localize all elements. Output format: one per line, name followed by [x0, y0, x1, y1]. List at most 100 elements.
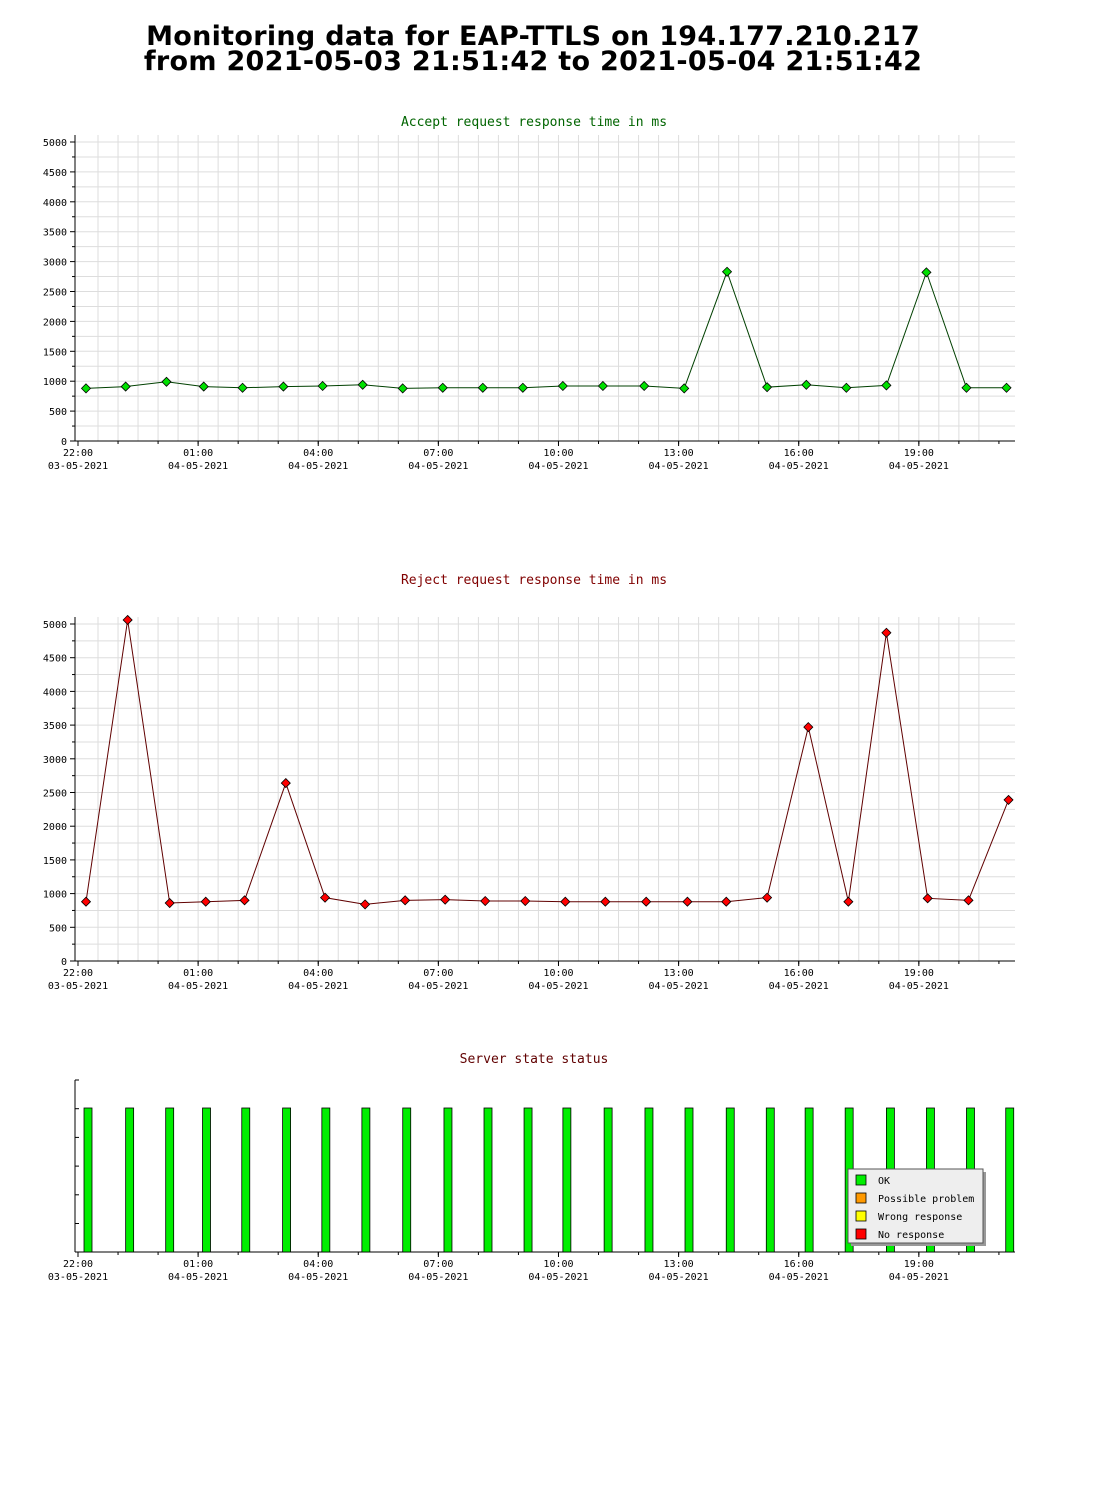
status-x-tick-label-time: 19:00 [904, 1259, 934, 1270]
accept-x-tick-label-time: 04:00 [303, 448, 333, 459]
status-x-tick-label-date: 04-05-2021 [889, 1272, 949, 1283]
status-bar [83, 1107, 93, 1253]
legend-label: OK [878, 1176, 890, 1187]
accept-data-point [120, 381, 131, 392]
reject-x-tick-label-time: 13:00 [664, 968, 694, 979]
accept-x-tick-label-time: 16:00 [784, 448, 814, 459]
accept-x-tick-label-date: 04-05-2021 [769, 461, 829, 472]
status-bar [483, 1107, 493, 1253]
status-bar [725, 1107, 735, 1253]
reject-data-point [319, 892, 331, 903]
status-bar [165, 1107, 175, 1253]
legend-swatch [855, 1192, 867, 1204]
reject-data-point [560, 896, 571, 907]
reject-data-point [682, 896, 693, 907]
reject-x-tick-label-time: 07:00 [423, 968, 453, 979]
reject-data-point [280, 777, 291, 789]
legend-label: Wrong response [878, 1212, 962, 1223]
status-bar [644, 1107, 654, 1253]
reject-x-tick-label-time: 16:00 [784, 968, 814, 979]
accept-y-tick-label: 4500 [43, 168, 67, 179]
reject-x-tick-label-time: 19:00 [904, 968, 934, 979]
reject-x-tick-label-time: 01:00 [183, 968, 213, 979]
accept-chart-title: Accept request response time in ms [401, 115, 667, 130]
legend-label: Possible problem [878, 1194, 974, 1205]
accept-x-tick-label-time: 13:00 [664, 448, 694, 459]
status-x-tick-label-time: 13:00 [664, 1259, 694, 1270]
legend-swatch [855, 1228, 867, 1240]
accept-y-tick-label: 3000 [43, 258, 67, 269]
reject-data-point [122, 614, 133, 626]
reject-chart-title: Reject request response time in ms [401, 573, 667, 588]
status-bar [1005, 1107, 1015, 1253]
status-x-tick-label-date: 04-05-2021 [769, 1272, 829, 1283]
accept-data-point [437, 382, 448, 393]
accept-data-point [721, 266, 733, 277]
accept-data-point [278, 381, 289, 392]
reject-y-tick-label: 500 [49, 923, 67, 934]
accept-data-point [317, 380, 328, 392]
reject-y-tick-label: 1000 [43, 890, 67, 901]
legend-box [847, 1168, 984, 1244]
status-x-tick-label-date: 04-05-2021 [408, 1272, 468, 1283]
accept-data-point [198, 381, 209, 392]
status-x-tick-label-date: 04-05-2021 [528, 1272, 588, 1283]
status-x-tick-label-date: 03-05-2021 [48, 1272, 108, 1283]
accept-data-point [80, 383, 92, 394]
accept-data-point [357, 379, 368, 390]
accept-y-tick-label: 4000 [43, 198, 67, 209]
accept-y-tick-label: 2000 [43, 317, 67, 328]
accept-data-point [1001, 382, 1012, 393]
reject-y-tick-label: 1500 [43, 856, 67, 867]
legend-swatch [855, 1174, 867, 1186]
legend-label: No response [878, 1230, 944, 1241]
accept-data-point [517, 382, 528, 393]
status-chart-title: Server state status [460, 1052, 609, 1067]
accept-x-tick-label-time: 10:00 [543, 448, 573, 459]
accept-x-tick-label-date: 04-05-2021 [168, 461, 228, 472]
reject-data-point [963, 895, 974, 906]
accept-data-point [237, 382, 248, 393]
reject-y-tick-label: 2000 [43, 822, 67, 833]
reject-x-tick-label-date: 04-05-2021 [769, 981, 829, 992]
status-bar [523, 1107, 533, 1253]
accept-data-point [161, 376, 172, 387]
status-x-tick-label-time: 10:00 [543, 1259, 573, 1270]
status-bar [804, 1107, 814, 1253]
accept-data-point [397, 383, 408, 394]
reject-data-point [803, 722, 814, 733]
status-bar [402, 1107, 412, 1253]
reject-data-point [641, 896, 652, 907]
accept-data-point [639, 380, 650, 392]
accept-y-tick-label: 3500 [43, 228, 67, 239]
accept-x-tick-label-time: 19:00 [904, 448, 934, 459]
reject-data-point [600, 896, 611, 907]
accept-data-point [961, 382, 972, 393]
reject-data-point [1003, 794, 1014, 805]
reject-data-point [360, 899, 371, 910]
status-bar [241, 1107, 251, 1253]
accept-x-tick-label-date: 04-05-2021 [648, 461, 708, 472]
accept-x-tick-label-time: 07:00 [423, 448, 453, 459]
status-bar [202, 1107, 211, 1253]
reject-x-tick-label-date: 03-05-2021 [48, 981, 108, 992]
reject-x-tick-label-date: 04-05-2021 [288, 981, 348, 992]
page-title-line-2: from 2021-05-03 21:51:42 to 2021-05-04 2… [143, 46, 923, 77]
accept-x-tick-label-date: 04-05-2021 [408, 461, 468, 472]
reject-data-point [440, 894, 451, 905]
server-status-chart: Server state status 22:00 03-05-2021 01:00… [48, 1052, 1015, 1283]
reject-y-tick-label: 3000 [43, 755, 67, 766]
reject-data-point [520, 895, 531, 907]
status-x-tick-label-time: 22:00 [63, 1259, 93, 1270]
reject-data-point [843, 896, 854, 907]
status-bar [361, 1107, 371, 1253]
accept-y-tick-label: 500 [49, 407, 67, 418]
reject-x-tick-label-date: 04-05-2021 [648, 981, 708, 992]
reject-data-point [721, 896, 732, 907]
status-x-tick-label-date: 04-05-2021 [648, 1272, 708, 1283]
reject-y-tick-label: 0 [61, 957, 67, 968]
accept-x-tick-label-date: 04-05-2021 [889, 461, 949, 472]
reject-x-tick-label-date: 04-05-2021 [889, 981, 949, 992]
accept-data-point [762, 382, 773, 393]
